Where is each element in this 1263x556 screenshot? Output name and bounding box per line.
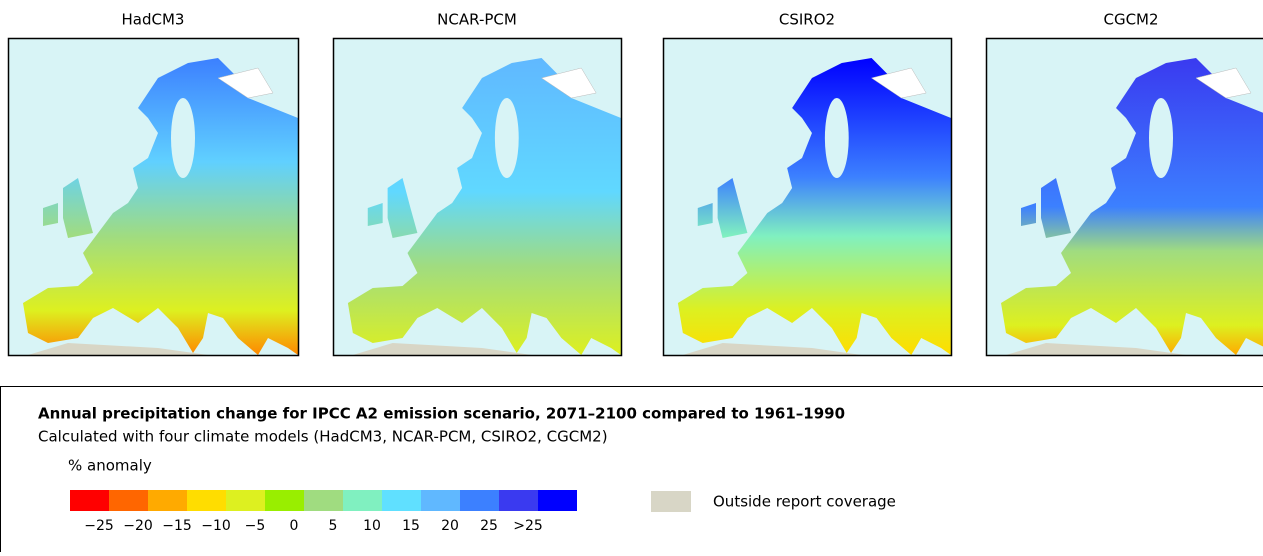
map (986, 38, 1263, 355)
legend-label: 0 (290, 518, 299, 534)
map (8, 38, 298, 355)
legend-swatch (460, 490, 499, 511)
map (333, 38, 621, 355)
legend-label: −25 (84, 518, 114, 534)
legend-label: 25 (480, 518, 498, 534)
legend-label: 20 (441, 518, 459, 534)
panel-title: CGCM2 (1103, 11, 1158, 29)
legend-swatch (226, 490, 265, 511)
legend-swatch (109, 490, 148, 511)
legend-swatch (499, 490, 538, 511)
legend-swatch (382, 490, 421, 511)
legend-unit: % anomaly (68, 457, 152, 475)
legend-label: −10 (201, 518, 231, 534)
figure: HadCM3 NCAR-PCM CSIRO2 CGCM2 Annual precipi… (0, 0, 1263, 552)
map (663, 38, 951, 355)
legend-label: −15 (162, 518, 192, 534)
legend-swatch (265, 490, 304, 511)
legend-swatch (187, 490, 226, 511)
legend-swatch (343, 490, 382, 511)
legend-label: 15 (402, 518, 420, 534)
outside-swatch (651, 491, 691, 512)
panel-title: HadCM3 (122, 11, 185, 29)
legend-swatch (538, 490, 577, 511)
outside-label: Outside report coverage (713, 493, 896, 511)
legend-label: 10 (363, 518, 381, 534)
legend-label: −20 (123, 518, 153, 534)
baltic-sea (495, 98, 519, 178)
legend-subtitle: Calculated with four climate models (Had… (38, 428, 608, 446)
panel-title: CSIRO2 (779, 11, 835, 29)
baltic-sea (825, 98, 849, 178)
baltic-sea (1149, 98, 1173, 178)
legend-title: Annual precipitation change for IPCC A2 … (38, 405, 845, 423)
legend-label: >25 (513, 518, 543, 534)
panel-title: NCAR-PCM (437, 11, 517, 29)
legend-label: 5 (329, 518, 338, 534)
legend-swatch (148, 490, 187, 511)
legend-swatch (421, 490, 460, 511)
legend-swatch (304, 490, 343, 511)
legend-swatch (70, 490, 109, 511)
legend-label: −5 (245, 518, 266, 534)
baltic-sea (171, 98, 195, 178)
